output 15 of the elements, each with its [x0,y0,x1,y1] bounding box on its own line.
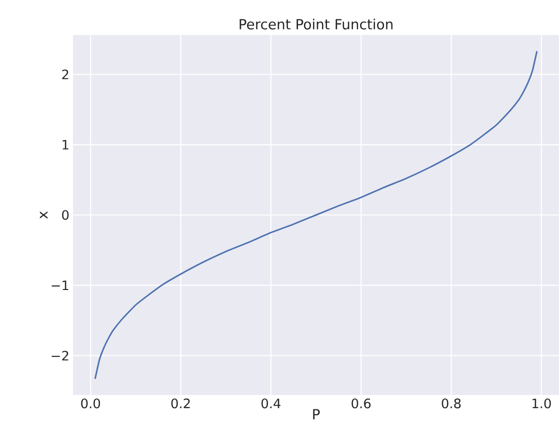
x-tick-label: 0.2 [171,398,190,408]
x-tick-label: 0.8 [442,398,461,408]
y-tick-label: 0 [62,210,69,220]
y-tick-label: 1 [62,140,68,150]
y-tick-label: −2 [52,350,68,360]
x-tick-label: 0.0 [81,398,100,408]
y-tick-label: 2 [62,70,68,80]
x-tick-label: 0.6 [352,398,371,408]
chart-title: Percent Point Function [240,18,392,30]
y-axis-title: x [40,211,48,219]
line-series [94,50,538,380]
x-tick-label: 1.0 [532,398,551,408]
x-tick-label: 0.4 [261,398,280,408]
x-axis-title: P [313,409,320,420]
y-tick-label: −1 [52,280,68,290]
